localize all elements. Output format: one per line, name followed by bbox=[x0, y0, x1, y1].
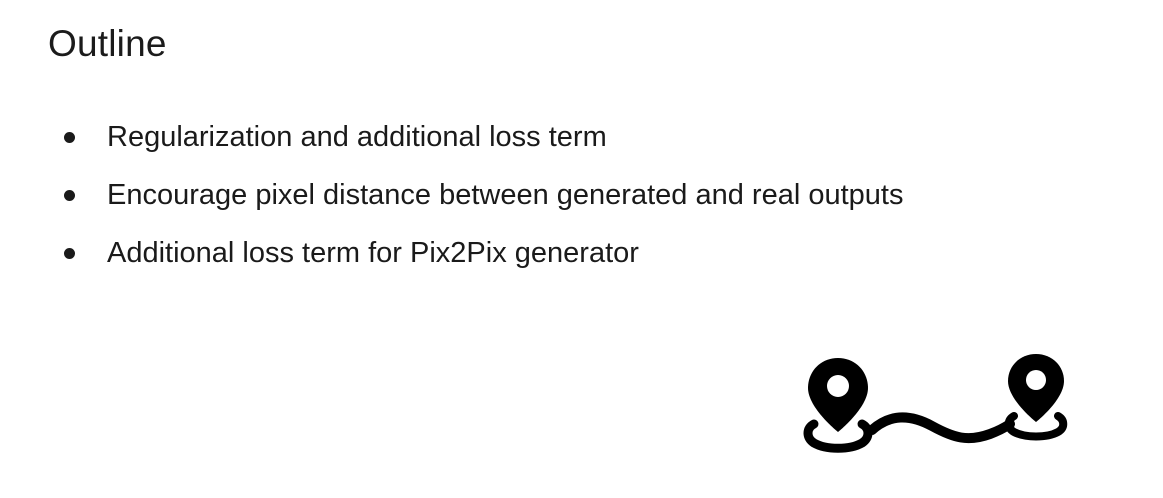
location-pin-icon bbox=[803, 358, 873, 453]
list-item: Regularization and additional loss term bbox=[64, 108, 903, 166]
bullet-text: Additional loss term for Pix2Pix generat… bbox=[107, 236, 639, 269]
slide-title: Outline bbox=[48, 23, 167, 64]
location-pin-icon bbox=[1004, 354, 1068, 441]
bullet-text: Regularization and additional loss term bbox=[107, 120, 607, 153]
bullet-list: Regularization and additional loss term … bbox=[64, 108, 903, 282]
list-item: Encourage pixel distance between generat… bbox=[64, 166, 903, 224]
list-item: Additional loss term for Pix2Pix generat… bbox=[64, 224, 903, 282]
route-path-icon bbox=[867, 412, 1015, 444]
bullet-icon bbox=[64, 131, 75, 143]
bullet-icon bbox=[64, 189, 75, 201]
bullet-icon bbox=[64, 247, 75, 259]
map-route-icon bbox=[803, 354, 1068, 453]
bullet-text: Encourage pixel distance between generat… bbox=[107, 178, 904, 211]
